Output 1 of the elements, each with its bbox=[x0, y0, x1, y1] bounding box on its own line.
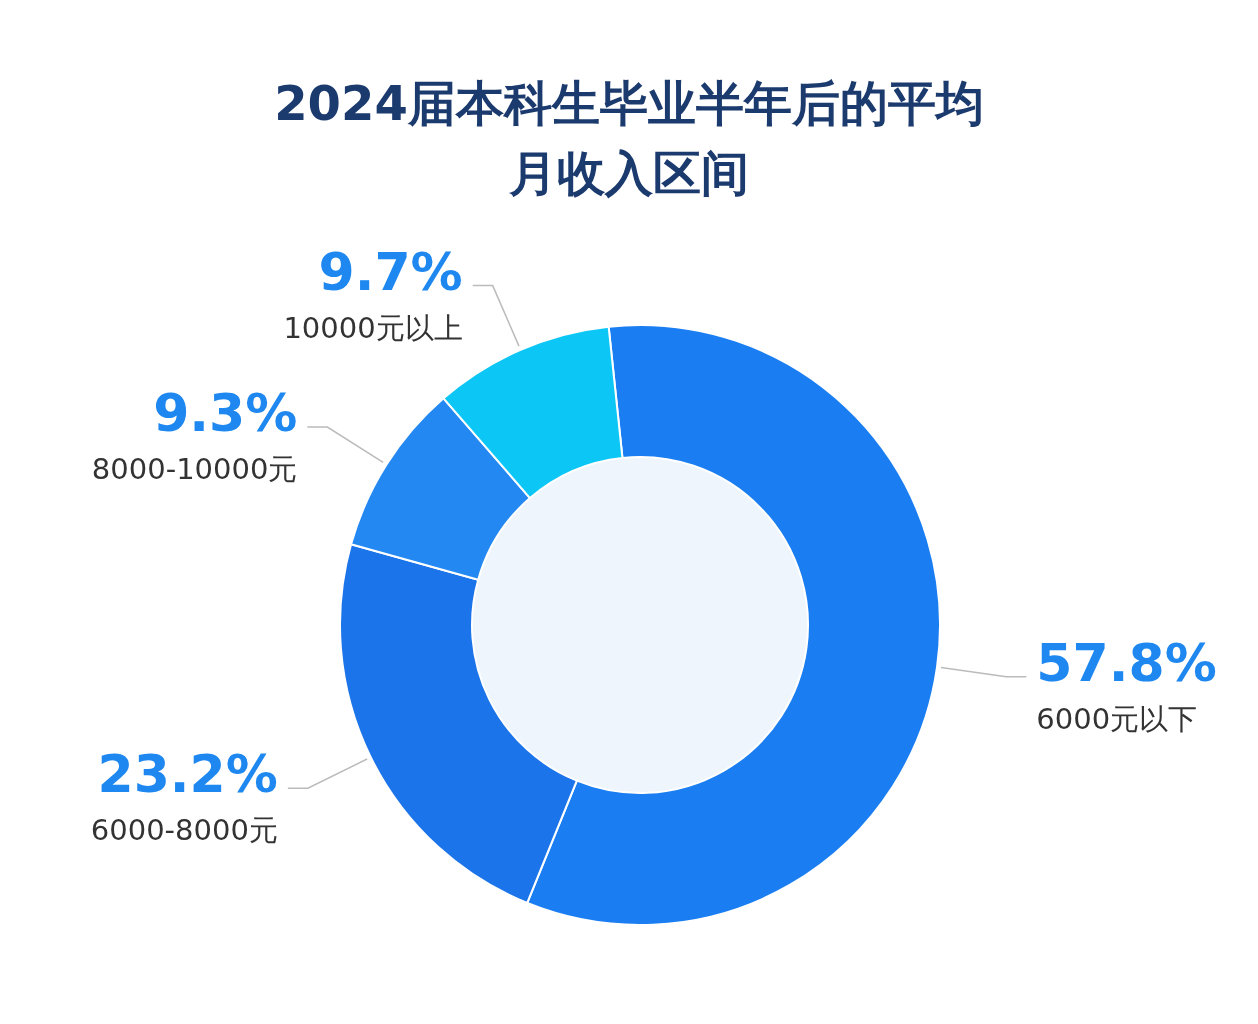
title: 2024届本科生毕业半年后的平均月收入区间 bbox=[274, 75, 984, 201]
